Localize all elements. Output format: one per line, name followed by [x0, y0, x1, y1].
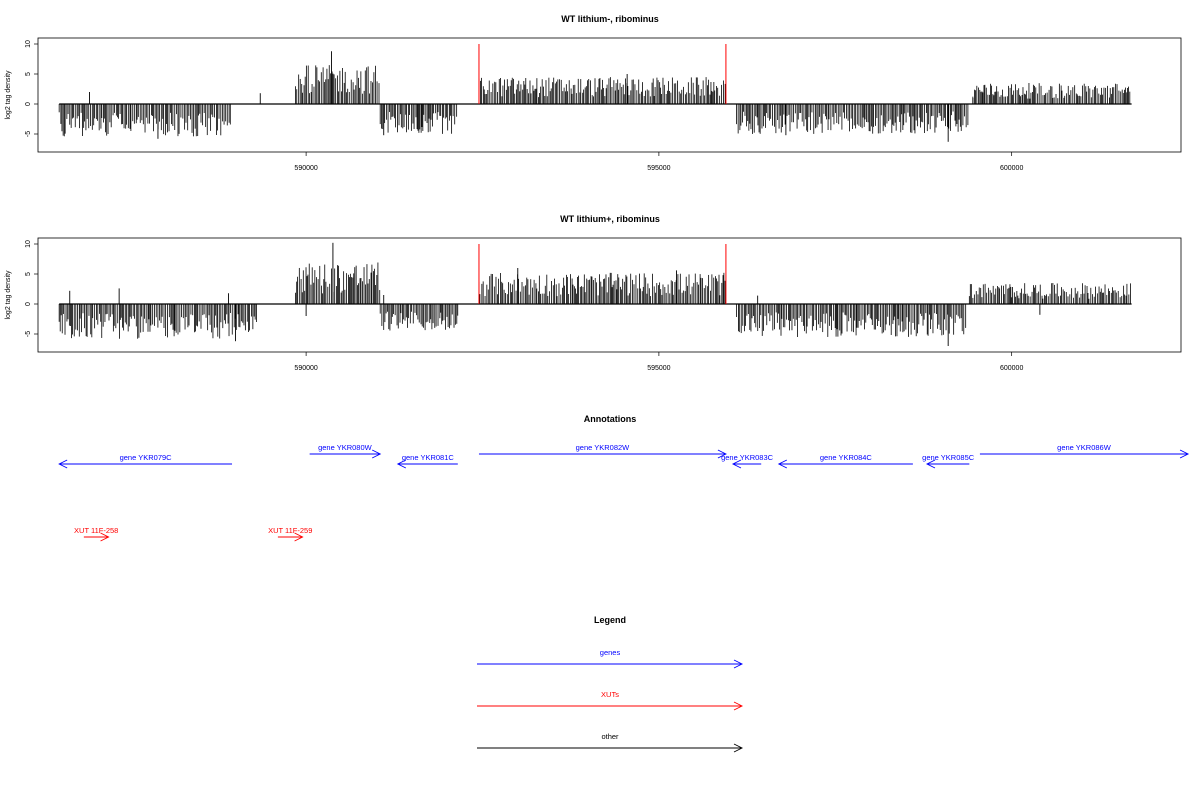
legend-item-other: other: [477, 732, 744, 753]
feature-gene-ykr082w: gene YKR082W: [478, 443, 727, 459]
feature-label: gene YKR084C: [820, 453, 873, 462]
y-tick-label: -5: [25, 331, 32, 337]
plot-frame: [37, 237, 1182, 353]
legend-panel: Legend genes XUTs other: [477, 615, 744, 753]
x-tick-label: 600000: [1000, 165, 1023, 172]
feature-gene-ykr084c: gene YKR084C: [777, 453, 913, 469]
legend-arrowhead: [733, 743, 744, 753]
feature-label: gene YKR080W: [318, 443, 373, 452]
y-tick-label: 5: [25, 272, 32, 276]
feature-gene-ykr080w: gene YKR080W: [309, 443, 382, 459]
legend-item-genes: genes: [477, 648, 744, 669]
y-axis-label: log2 tag density: [5, 270, 12, 320]
plot-frame: [37, 37, 1182, 153]
x-tick-label: 590000: [294, 365, 317, 372]
feature-label: gene YKR083C: [721, 453, 774, 462]
x-tick-label: 590000: [294, 165, 317, 172]
feature-arrowhead: [396, 459, 407, 469]
y-tick-label: -5: [25, 131, 32, 137]
legend-title: Legend: [594, 615, 626, 625]
legend-label: XUTs: [601, 690, 619, 699]
track-title: WT lithium+, ribominus: [560, 214, 660, 224]
feature-label: gene YKR086W: [1057, 443, 1112, 452]
feature-label: gene YKR079C: [120, 453, 173, 462]
feature-arrowhead: [294, 532, 304, 542]
feature-label: XUT 11F-258: [74, 526, 118, 535]
feature-label: gene YKR082W: [576, 443, 631, 452]
feature-arrowhead: [100, 532, 110, 542]
legend-arrowhead: [733, 659, 744, 669]
y-tick-label: 5: [25, 72, 32, 76]
y-tick-label: 0: [25, 102, 32, 106]
feature-arrowhead: [731, 459, 742, 469]
track-panel-lithium-minus: WT lithium-, ribominus -5 0 5 10 log2 tag den…: [5, 14, 1182, 172]
feature-label: gene YKR085C: [922, 453, 975, 462]
feature-gene-ykr083c: gene YKR083C: [721, 453, 774, 469]
feature-arrowhead: [777, 459, 788, 469]
feature-arrowhead: [925, 459, 936, 469]
track-panel-lithium-plus: WT lithium+, ribominus -5 0 5 10 log2 tag den…: [5, 214, 1182, 372]
feature-gene-ykr086w: gene YKR086W: [979, 443, 1190, 459]
y-tick-label: 10: [25, 240, 32, 248]
y-axis-label: log2 tag density: [5, 70, 12, 120]
legend-label: genes: [600, 648, 621, 657]
annotations-panel: Annotations gene YKR079C gene YKR080W gene…: [58, 414, 1190, 542]
x-tick-label: 595000: [647, 365, 670, 372]
feature-arrowhead: [58, 459, 68, 469]
feature-gene-ykr079c: gene YKR079C: [58, 453, 233, 469]
feature-xut-11f-258: XUT 11F-258: [74, 526, 118, 542]
x-tick-label: 595000: [647, 165, 670, 172]
feature-gene-ykr085c: gene YKR085C: [922, 453, 975, 469]
feature-arrowhead: [717, 449, 727, 459]
feature-arrowhead: [371, 449, 382, 459]
legend-item-xuts: XUTs: [477, 690, 744, 711]
legend-arrowhead: [733, 701, 744, 711]
feature-arrowhead: [1179, 449, 1190, 459]
density-bars: [58, 51, 1131, 142]
feature-gene-ykr081c: gene YKR081C: [396, 453, 458, 469]
y-tick-label: 0: [25, 302, 32, 306]
x-tick-label: 600000: [1000, 365, 1023, 372]
feature-label: XUT 11F-259: [268, 526, 312, 535]
track-title: WT lithium-, ribominus: [561, 14, 659, 24]
annotations-title: Annotations: [584, 414, 637, 424]
y-tick-label: 10: [25, 40, 32, 48]
legend-label: other: [601, 732, 619, 741]
feature-label: gene YKR081C: [402, 453, 455, 462]
feature-xut-11f-259: XUT 11F-259: [268, 526, 312, 542]
density-bars: [58, 242, 1131, 346]
